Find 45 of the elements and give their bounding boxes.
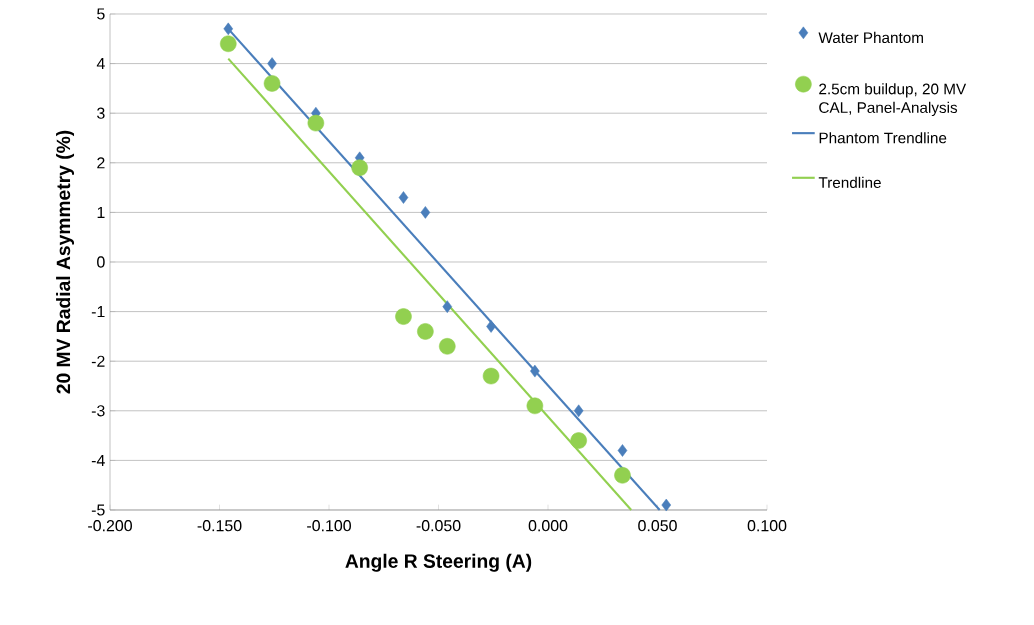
- legend-label: Water Phantom: [818, 31, 923, 44]
- point: [570, 432, 587, 449]
- legend-label: 2.5cm buildup, 20 MV CAL, Panel-Analysis: [819, 83, 967, 117]
- point: [351, 159, 368, 177]
- x-tick-label: -0.050: [416, 520, 461, 532]
- x-tick-label: -0.200: [88, 520, 132, 532]
- y-tick-label: 1: [97, 206, 105, 218]
- x-tick-label: 0.100: [747, 520, 787, 532]
- y-tick-label: 0: [97, 256, 105, 268]
- point: [420, 206, 431, 219]
- y-tick-label: -3: [91, 405, 105, 417]
- y-tick-label: 3: [97, 107, 105, 119]
- point: [486, 320, 496, 333]
- point: [661, 498, 672, 512]
- x-tick-label: -0.100: [307, 520, 351, 532]
- point: [530, 364, 540, 378]
- y-tick-label: 4: [96, 58, 105, 70]
- point: [220, 35, 237, 53]
- y-axis-title: 20 MV Radial Asymmetry (%): [56, 130, 75, 394]
- point: [267, 57, 277, 70]
- point: [573, 404, 584, 418]
- point: [395, 308, 412, 325]
- x-tick-label: 0.000: [528, 520, 568, 532]
- point: [617, 444, 628, 457]
- point: [263, 75, 281, 92]
- point: [442, 300, 453, 313]
- y-tick-label: 2: [97, 157, 105, 169]
- y-tick-label: -5: [91, 504, 105, 516]
- point: [307, 114, 325, 132]
- point: [614, 467, 631, 484]
- point: [482, 367, 500, 385]
- point: [398, 191, 409, 204]
- x-tick-label: 0.050: [638, 520, 677, 532]
- x-axis-title: Angle R Steering (A): [345, 553, 532, 572]
- y-tick-label: -2: [91, 355, 105, 367]
- y-tick-label: 5: [97, 8, 105, 20]
- x-tick-label: -0.150: [197, 520, 242, 532]
- point: [439, 338, 456, 355]
- y-tick-label: -4: [91, 454, 105, 466]
- point: [417, 323, 434, 340]
- legend-label: Phantom Trendline: [819, 132, 947, 144]
- legend-label: Trendline: [818, 176, 881, 189]
- point: [526, 397, 544, 415]
- y-tick-label: -1: [91, 306, 105, 318]
- point: [223, 22, 234, 36]
